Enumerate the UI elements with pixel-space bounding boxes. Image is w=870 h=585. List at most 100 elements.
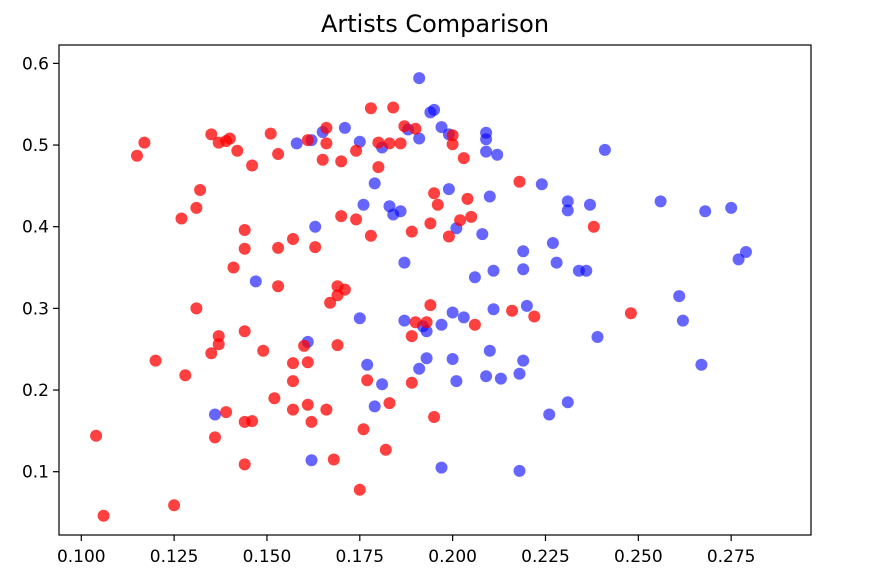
data-point-series-2-25 bbox=[246, 159, 259, 172]
data-point-series-1-23 bbox=[561, 204, 574, 217]
data-point-series-1-24 bbox=[584, 198, 596, 211]
data-point-series-2-59 bbox=[506, 304, 519, 317]
data-point-series-1-48 bbox=[673, 290, 686, 303]
y-tick-label-6: 0.6 bbox=[22, 54, 49, 74]
data-point-series-2-75 bbox=[287, 375, 299, 388]
data-point-series-2-15 bbox=[335, 155, 348, 168]
data-point-series-1-71 bbox=[450, 375, 463, 388]
data-point-series-2-9 bbox=[446, 138, 459, 151]
data-point-series-1-26 bbox=[699, 205, 712, 218]
data-point-series-1-10 bbox=[598, 143, 611, 156]
data-point-series-1-66 bbox=[361, 358, 374, 371]
data-point-series-2-36 bbox=[454, 214, 467, 227]
data-point-series-1-51 bbox=[676, 314, 689, 327]
data-point-series-1-30 bbox=[368, 177, 381, 190]
data-point-series-1-39 bbox=[546, 237, 559, 249]
data-point-series-1-37 bbox=[476, 228, 489, 241]
data-point-series-1-11 bbox=[338, 121, 351, 134]
data-point-series-1-54 bbox=[457, 311, 470, 324]
data-point-series-1-57 bbox=[420, 325, 433, 338]
data-point-series-2-3 bbox=[398, 120, 411, 133]
data-point-series-1-21 bbox=[535, 178, 548, 191]
data-point-series-2-88 bbox=[428, 411, 441, 423]
data-point-series-1-65 bbox=[413, 362, 426, 375]
data-point-series-2-80 bbox=[301, 398, 314, 411]
data-point-series-2-68 bbox=[257, 344, 270, 357]
data-point-series-2-39 bbox=[405, 225, 418, 238]
data-point-series-2-95 bbox=[168, 499, 181, 512]
data-point-series-2-16 bbox=[316, 153, 329, 166]
data-point-series-1-74 bbox=[209, 408, 221, 421]
data-point-series-2-44 bbox=[309, 241, 322, 254]
data-point-series-2-37 bbox=[465, 210, 478, 223]
data-point-series-2-19 bbox=[272, 148, 285, 160]
data-point-series-2-85 bbox=[246, 415, 259, 428]
data-point-series-1-79 bbox=[513, 464, 526, 477]
data-point-series-1-53 bbox=[446, 306, 459, 319]
data-point-series-2-89 bbox=[209, 431, 221, 444]
data-point-series-1-68 bbox=[494, 372, 507, 385]
data-point-series-2-47 bbox=[238, 224, 251, 236]
x-axis: 0.100 0.125 0.150 0.175 0.200 0.225 0.250 0.275 bbox=[57, 535, 755, 567]
data-point-series-2-87 bbox=[357, 423, 370, 436]
data-point-series-1-58 bbox=[435, 318, 448, 331]
data-point-series-2-79 bbox=[287, 403, 299, 416]
data-point-series-1-43 bbox=[550, 256, 563, 269]
data-point-series-1-12 bbox=[290, 137, 303, 150]
data-point-series-2-69 bbox=[298, 339, 311, 352]
data-point-series-2-50 bbox=[272, 280, 285, 293]
data-point-series-1-28 bbox=[740, 246, 752, 258]
data-point-series-1-15 bbox=[353, 135, 366, 148]
x-tick-label-3: 0.150 bbox=[243, 547, 292, 567]
x-tick-label-7: 0.250 bbox=[614, 547, 663, 567]
data-point-series-2-45 bbox=[287, 233, 299, 245]
data-point-series-2-6 bbox=[372, 136, 385, 149]
data-point-series-1-1 bbox=[413, 72, 426, 85]
data-point-series-1-69 bbox=[513, 367, 526, 380]
data-point-series-2-11 bbox=[320, 121, 333, 134]
data-point-series-2-61 bbox=[468, 318, 481, 331]
data-point-series-2-90 bbox=[90, 429, 103, 442]
data-point-series-2-67 bbox=[238, 325, 251, 338]
data-point-series-2-92 bbox=[327, 453, 340, 466]
data-point-series-1-19 bbox=[442, 183, 455, 196]
data-point-series-1-63 bbox=[446, 353, 459, 365]
x-tick-label-6: 0.225 bbox=[521, 547, 570, 567]
data-point-series-1-50 bbox=[520, 299, 533, 312]
data-point-series-1-4 bbox=[435, 121, 448, 134]
data-point-series-2-63 bbox=[405, 330, 418, 343]
y-tick-label-4: 0.4 bbox=[22, 218, 49, 238]
plot-frame bbox=[58, 44, 812, 536]
data-point-series-2-73 bbox=[301, 356, 314, 369]
y-tick-label-5: 0.5 bbox=[22, 136, 49, 156]
data-point-series-2-35 bbox=[461, 192, 474, 205]
data-point-series-2-29 bbox=[190, 201, 203, 214]
data-point-series-2-40 bbox=[442, 230, 455, 243]
data-point-series-2-4 bbox=[409, 122, 422, 135]
data-point-series-1-70 bbox=[695, 358, 708, 371]
data-point-series-2-33 bbox=[428, 187, 441, 200]
data-point-series-1-77 bbox=[305, 454, 318, 467]
data-point-series-1-35 bbox=[309, 220, 322, 233]
points-layer bbox=[90, 72, 752, 522]
data-point-series-2-13 bbox=[320, 137, 333, 150]
data-point-series-1-40 bbox=[468, 271, 481, 284]
data-point-series-1-25 bbox=[654, 195, 667, 208]
data-point-series-2-27 bbox=[131, 149, 143, 162]
data-point-series-2-94 bbox=[353, 483, 366, 496]
data-point-series-2-18 bbox=[264, 127, 277, 140]
data-point-series-2-56 bbox=[424, 299, 437, 312]
data-point-series-2-17 bbox=[372, 161, 385, 174]
data-point-series-1-64 bbox=[420, 352, 433, 365]
data-point-series-1-45 bbox=[580, 264, 593, 277]
x-tick-label-5: 0.200 bbox=[428, 547, 477, 567]
data-point-series-2-83 bbox=[220, 406, 233, 419]
data-point-series-2-10 bbox=[457, 152, 470, 165]
data-point-series-1-72 bbox=[376, 378, 389, 391]
data-point-series-2-26 bbox=[138, 136, 151, 149]
data-point-series-2-42 bbox=[350, 213, 363, 226]
data-point-series-2-57 bbox=[409, 316, 422, 329]
data-point-series-2-38 bbox=[424, 217, 437, 230]
data-point-series-1-41 bbox=[487, 264, 500, 277]
data-point-series-1-75 bbox=[543, 408, 556, 421]
